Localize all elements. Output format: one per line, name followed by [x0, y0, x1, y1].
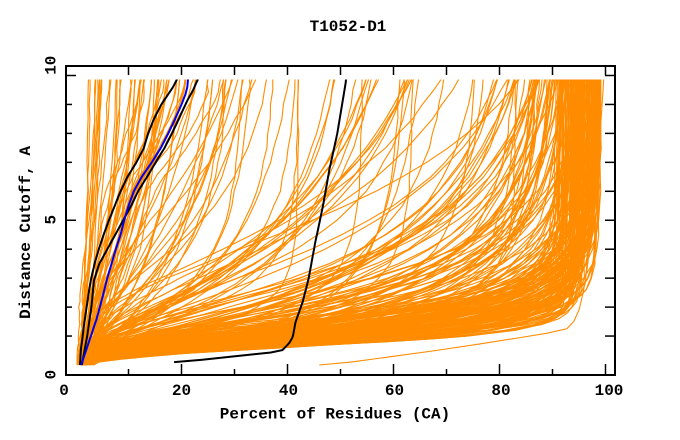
svg-text:5: 5: [43, 215, 61, 225]
svg-text:0: 0: [59, 382, 69, 400]
svg-text:100: 100: [595, 382, 624, 400]
svg-text:T1052-D1: T1052-D1: [310, 18, 387, 36]
svg-text:40: 40: [279, 382, 298, 400]
svg-text:10: 10: [43, 56, 61, 75]
svg-text:Distance Cutoff, A: Distance Cutoff, A: [17, 146, 35, 319]
svg-text:Percent of Residues (CA): Percent of Residues (CA): [220, 406, 450, 424]
svg-text:20: 20: [172, 382, 191, 400]
svg-text:60: 60: [385, 382, 404, 400]
svg-text:0: 0: [43, 370, 61, 380]
svg-text:80: 80: [491, 382, 510, 400]
